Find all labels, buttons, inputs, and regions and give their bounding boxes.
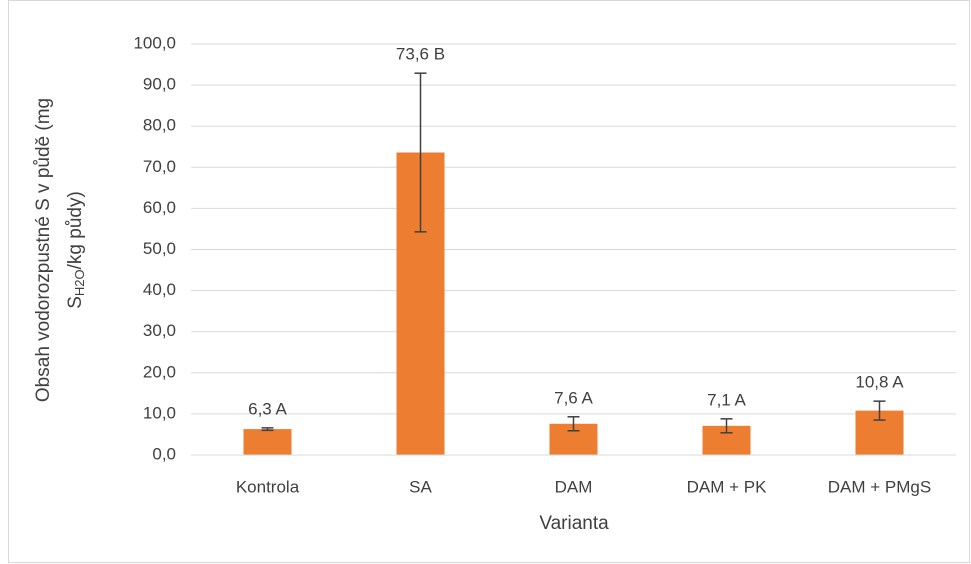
y-tick-label: 20,0	[143, 362, 176, 381]
y-axis-label: Obsah vodorozpustné S v půdě (mg SH2O/kg…	[33, 98, 87, 402]
y-axis-label-line1: Obsah vodorozpustné S v půdě (mg	[33, 98, 54, 402]
data-label: 7,1 A	[707, 390, 746, 409]
y-axis-label-line2: SH2O/kg půdy)	[65, 191, 87, 309]
y-label-sub: H2O	[72, 269, 87, 296]
data-label: 10,8 A	[855, 373, 904, 392]
y-tick-label: 60,0	[143, 198, 176, 217]
data-label: 6,3 A	[248, 399, 287, 418]
y-tick-label: 100,0	[133, 33, 176, 52]
y-tick-label: 80,0	[143, 116, 176, 135]
x-tick-label: DAM + PMgS	[828, 477, 931, 496]
data-label: 73,6 B	[396, 45, 445, 64]
x-tick-label: DAM + PK	[687, 477, 767, 496]
y-tick-label: 70,0	[143, 157, 176, 176]
data-label: 7,6 A	[554, 388, 593, 407]
y-tick-label: 10,0	[143, 403, 176, 422]
y-tick-label: 30,0	[143, 321, 176, 340]
y-tick-label: 0,0	[152, 444, 176, 463]
bar	[243, 429, 292, 455]
y-tick-label: 40,0	[143, 280, 176, 299]
y-tick-label: 50,0	[143, 239, 176, 258]
y-label-main: S	[65, 296, 86, 309]
x-tick-label: DAM	[555, 477, 593, 496]
x-tick-label: SA	[409, 477, 432, 496]
x-tick-label: Kontrola	[236, 477, 300, 496]
y-tick-label: 90,0	[143, 75, 176, 94]
chart-frame	[8, 0, 970, 563]
y-label-rest: /kg půdy)	[65, 191, 86, 269]
x-axis-label: Varianta	[539, 513, 609, 534]
